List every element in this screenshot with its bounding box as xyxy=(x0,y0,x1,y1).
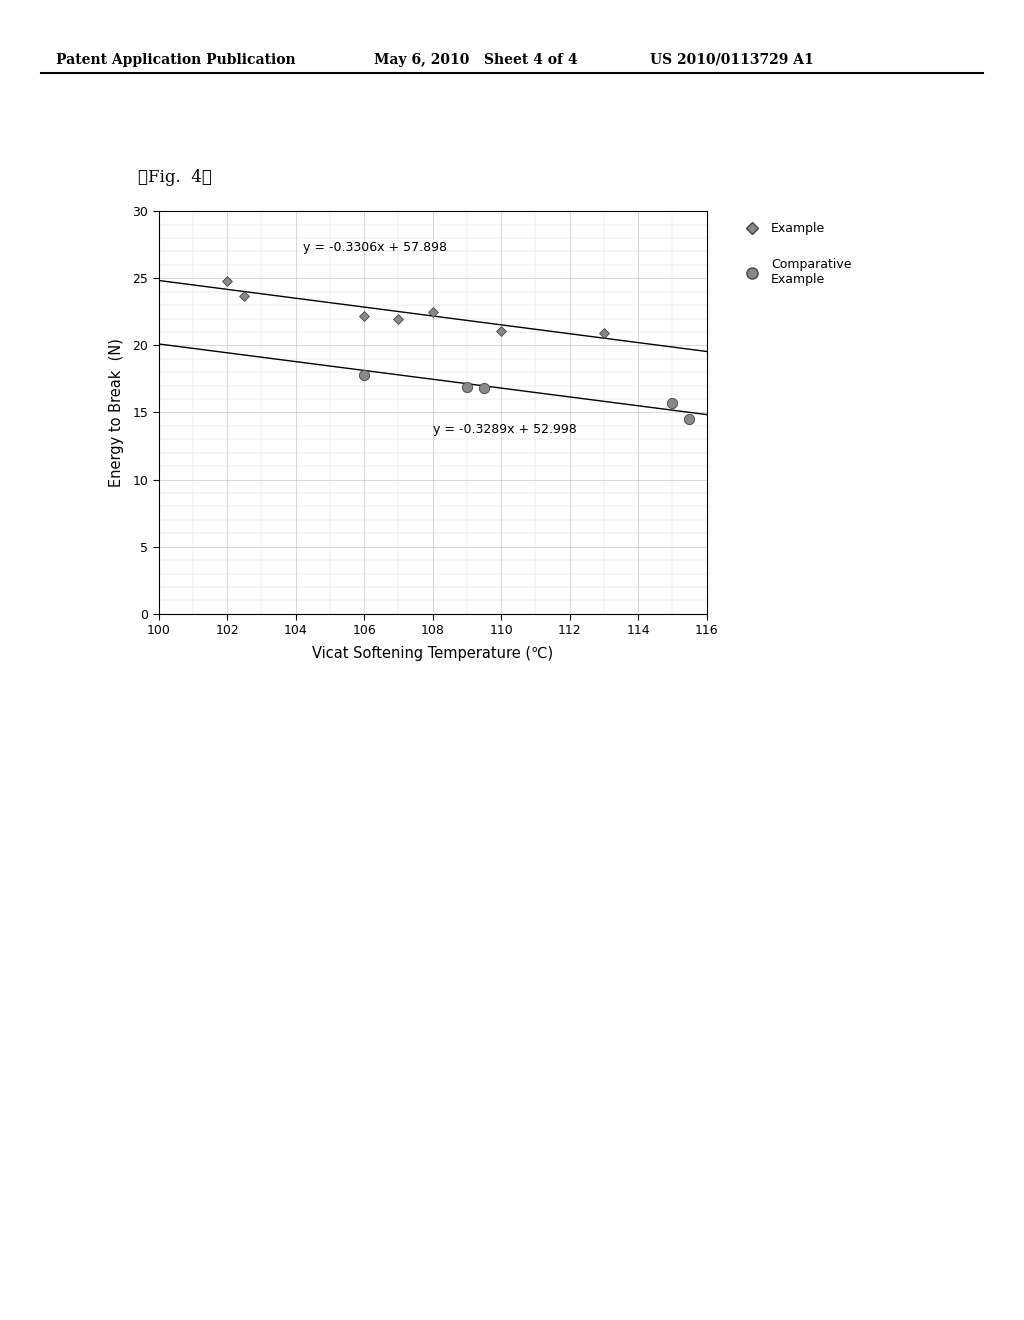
Y-axis label: Energy to Break  (N): Energy to Break (N) xyxy=(110,338,124,487)
Text: 【Fig.  4】: 【Fig. 4】 xyxy=(138,169,212,186)
Point xyxy=(219,271,236,292)
Text: y = -0.3289x + 52.998: y = -0.3289x + 52.998 xyxy=(432,422,577,436)
Point xyxy=(356,364,373,385)
Text: US 2010/0113729 A1: US 2010/0113729 A1 xyxy=(650,53,814,67)
Point xyxy=(424,301,440,322)
Text: y = -0.3306x + 57.898: y = -0.3306x + 57.898 xyxy=(302,242,446,255)
Point xyxy=(390,308,407,329)
Legend: Example, Comparative
Example: Example, Comparative Example xyxy=(735,218,856,290)
Point xyxy=(476,378,493,399)
Point xyxy=(356,305,373,326)
X-axis label: Vicat Softening Temperature (℃): Vicat Softening Temperature (℃) xyxy=(312,645,553,660)
Point xyxy=(681,409,697,430)
Point xyxy=(493,319,509,341)
Point xyxy=(665,392,681,413)
Point xyxy=(237,285,253,306)
Point xyxy=(459,376,475,397)
Text: Patent Application Publication: Patent Application Publication xyxy=(56,53,296,67)
Point xyxy=(596,323,612,345)
Text: May 6, 2010   Sheet 4 of 4: May 6, 2010 Sheet 4 of 4 xyxy=(374,53,578,67)
